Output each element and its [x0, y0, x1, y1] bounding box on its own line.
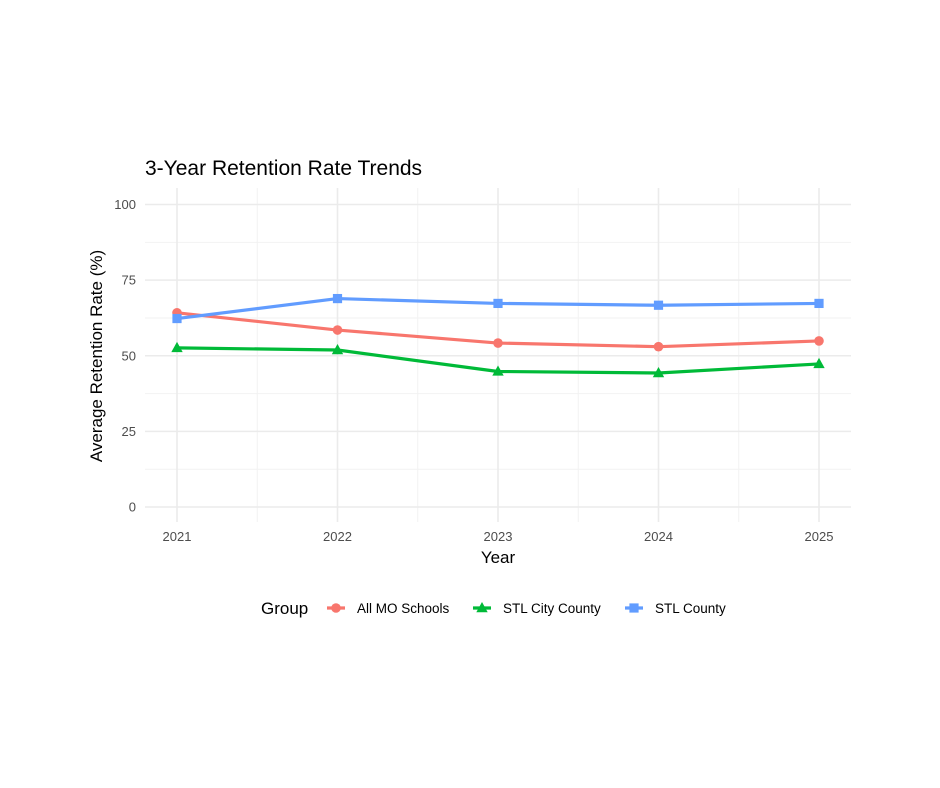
y-axis-title: Average Retention Rate (%) — [87, 250, 106, 462]
y-tick-label: 75 — [122, 273, 136, 288]
y-tick-label: 25 — [122, 424, 136, 439]
data-point — [332, 325, 343, 335]
legend-items: All MO Schools STL City County STL County — [327, 601, 726, 616]
y-tick-label: 0 — [129, 500, 136, 515]
chart-title: 3-Year Retention Rate Trends — [145, 157, 422, 180]
grid — [145, 188, 851, 522]
x-tick-label: 2023 — [484, 529, 513, 544]
legend-item: STL County — [625, 601, 726, 616]
legend-key-marker — [331, 603, 341, 613]
y-axis-ticks: 0 25 50 75 100 — [114, 197, 136, 515]
legend-label: STL City County — [503, 601, 601, 616]
legend-key-marker — [476, 602, 488, 613]
legend-label: All MO Schools — [357, 601, 450, 616]
x-tick-label: 2025 — [805, 529, 834, 544]
data-point — [172, 313, 182, 324]
legend-item: STL City County — [473, 601, 601, 616]
data-point — [493, 338, 503, 348]
data-point — [653, 300, 664, 310]
x-axis-title: Year — [481, 548, 516, 567]
data-point — [652, 366, 665, 378]
x-tick-label: 2022 — [323, 529, 352, 544]
data-point — [653, 341, 664, 352]
y-tick-label: 50 — [122, 348, 136, 363]
data-point — [813, 357, 825, 369]
data-point — [171, 341, 183, 353]
legend: Group All MO Schools STL City County STL C… — [261, 599, 726, 618]
data-point — [331, 344, 344, 355]
x-axis-ticks: 2021 2022 2023 2024 2025 — [163, 529, 834, 544]
x-tick-label: 2021 — [163, 529, 192, 544]
series-stl-city-county — [171, 341, 825, 378]
data-point — [493, 298, 503, 309]
x-tick-label: 2024 — [644, 529, 673, 544]
legend-item: All MO Schools — [327, 601, 450, 616]
y-tick-label: 100 — [114, 197, 136, 212]
data-point — [814, 336, 824, 346]
legend-label: STL County — [655, 601, 726, 616]
data-point — [492, 365, 504, 376]
data-point — [332, 293, 343, 304]
series-layer — [171, 293, 825, 378]
legend-title: Group — [261, 599, 308, 618]
data-point — [814, 298, 824, 309]
legend-key-marker — [629, 603, 639, 613]
series-stl-county — [172, 293, 824, 324]
